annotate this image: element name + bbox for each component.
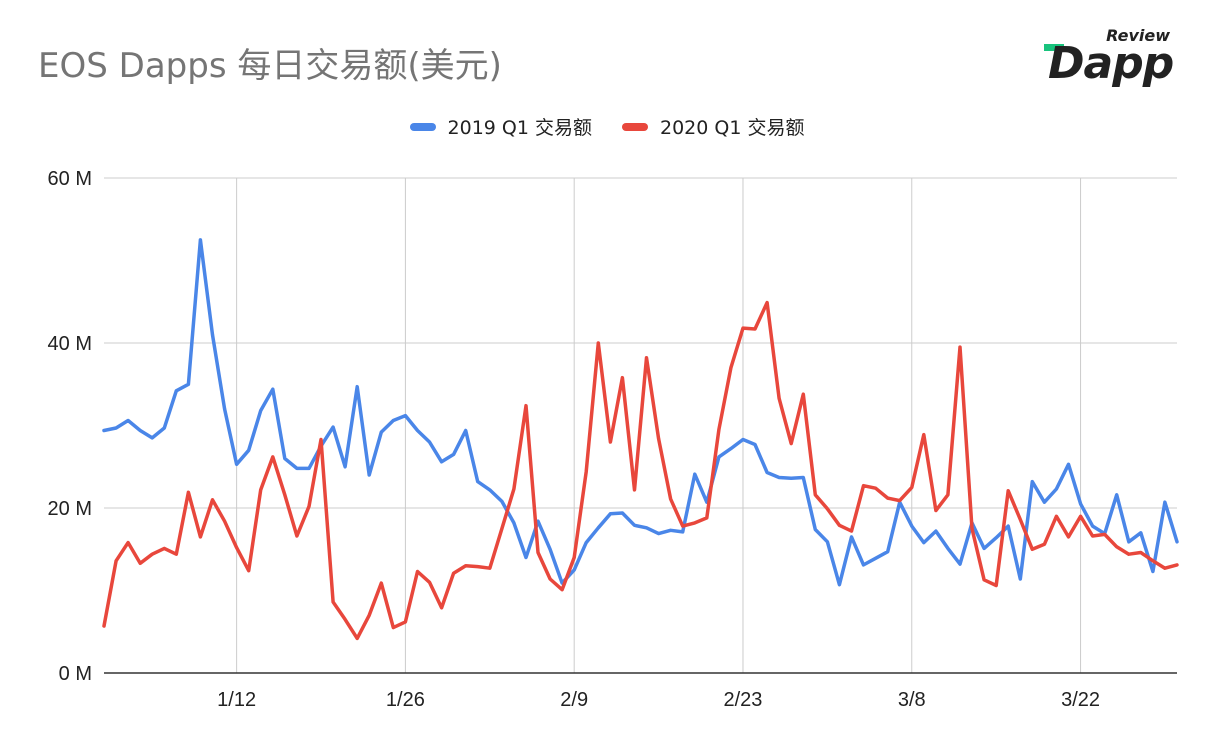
- legend-label-2019: 2019 Q1 交易额: [447, 117, 592, 139]
- y-tick-label: 40 M: [48, 333, 92, 355]
- logo-large-text: Dapp: [1048, 38, 1174, 89]
- dapp-review-logo: Review Dapp: [1040, 26, 1180, 90]
- series-lines: [102, 238, 1179, 641]
- y-tick-label: 60 M: [48, 168, 92, 190]
- legend-swatch-2020: [622, 122, 648, 131]
- y-tick-label: 20 M: [48, 498, 92, 520]
- chart-title: EOS Dapps 每日交易额(美元): [38, 46, 502, 86]
- legend-label-2020: 2020 Q1 交易额: [660, 117, 805, 139]
- logo-small-text: Review: [1106, 26, 1170, 45]
- y-tick-label: 0 M: [59, 663, 92, 685]
- series-line-2019: [102, 238, 1179, 587]
- x-tick-label: 3/22: [1061, 689, 1100, 711]
- x-tick-label: 1/12: [217, 689, 256, 711]
- x-tick-label: 2/9: [560, 689, 588, 711]
- logo-accent-bar: [1044, 44, 1064, 51]
- chart-legend: 2019 Q1 交易额 2020 Q1 交易额: [0, 113, 1214, 140]
- legend-item-2020: 2020 Q1 交易额: [622, 113, 804, 140]
- x-tick-label: 2/23: [724, 689, 763, 711]
- legend-item-2019: 2019 Q1 交易额: [409, 113, 592, 140]
- x-tick-label: 3/8: [898, 689, 926, 711]
- series-line-2020: [102, 300, 1179, 641]
- grid-lines: [104, 177, 1177, 673]
- legend-swatch-2019: [409, 122, 436, 131]
- tick-labels: 0 M 20 M 40 M 60 M 1/12 1/26 2/9 2/23 3/8 3/22: [48, 168, 1100, 711]
- x-tick-label: 1/26: [386, 689, 425, 711]
